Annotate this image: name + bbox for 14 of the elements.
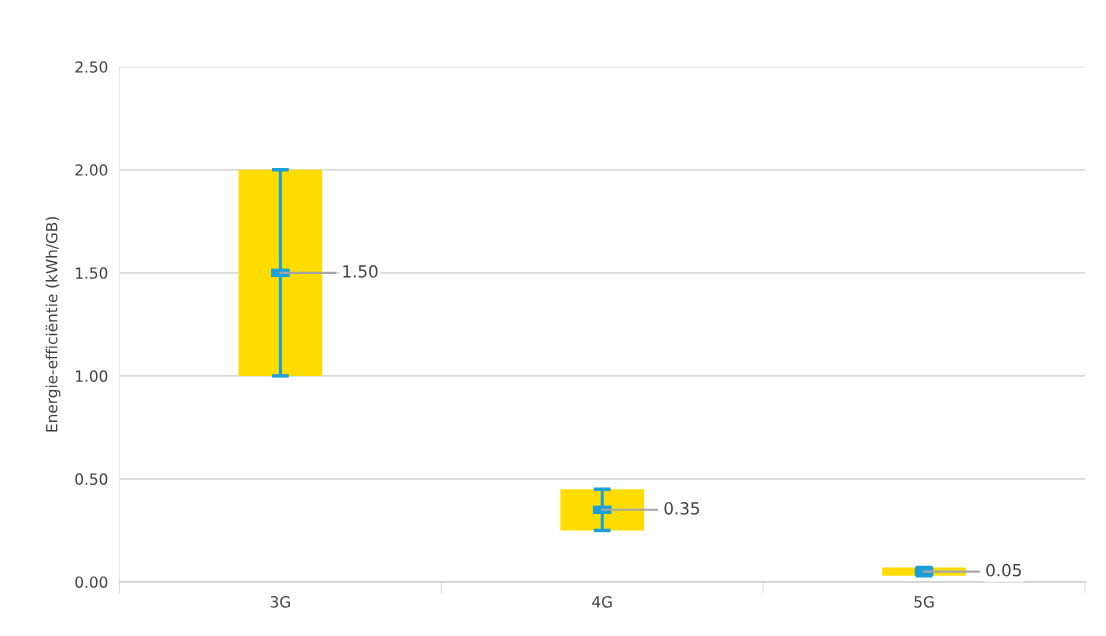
- y-tick-label: 1.50: [76, 267, 108, 279]
- data-label: 0.05: [986, 563, 1021, 577]
- x-tick-label: 5G: [914, 596, 934, 608]
- y-tick-label: 0.50: [75, 473, 108, 485]
- y-axis-title: Energie-efficiëntie (kWh/GB): [45, 217, 61, 432]
- bar: [238, 169, 323, 376]
- x-tick-label: 4G: [592, 596, 612, 608]
- y-tick-label: 0.00: [75, 576, 108, 588]
- y-tick-label: 1.00: [76, 370, 108, 382]
- data-label: 1.50: [343, 265, 378, 278]
- data-label: 0.35: [664, 502, 700, 515]
- x-tick-label: 3G: [270, 596, 290, 608]
- y-tick-label: 2.00: [75, 164, 108, 176]
- y-tick-label: 2.50: [75, 61, 108, 73]
